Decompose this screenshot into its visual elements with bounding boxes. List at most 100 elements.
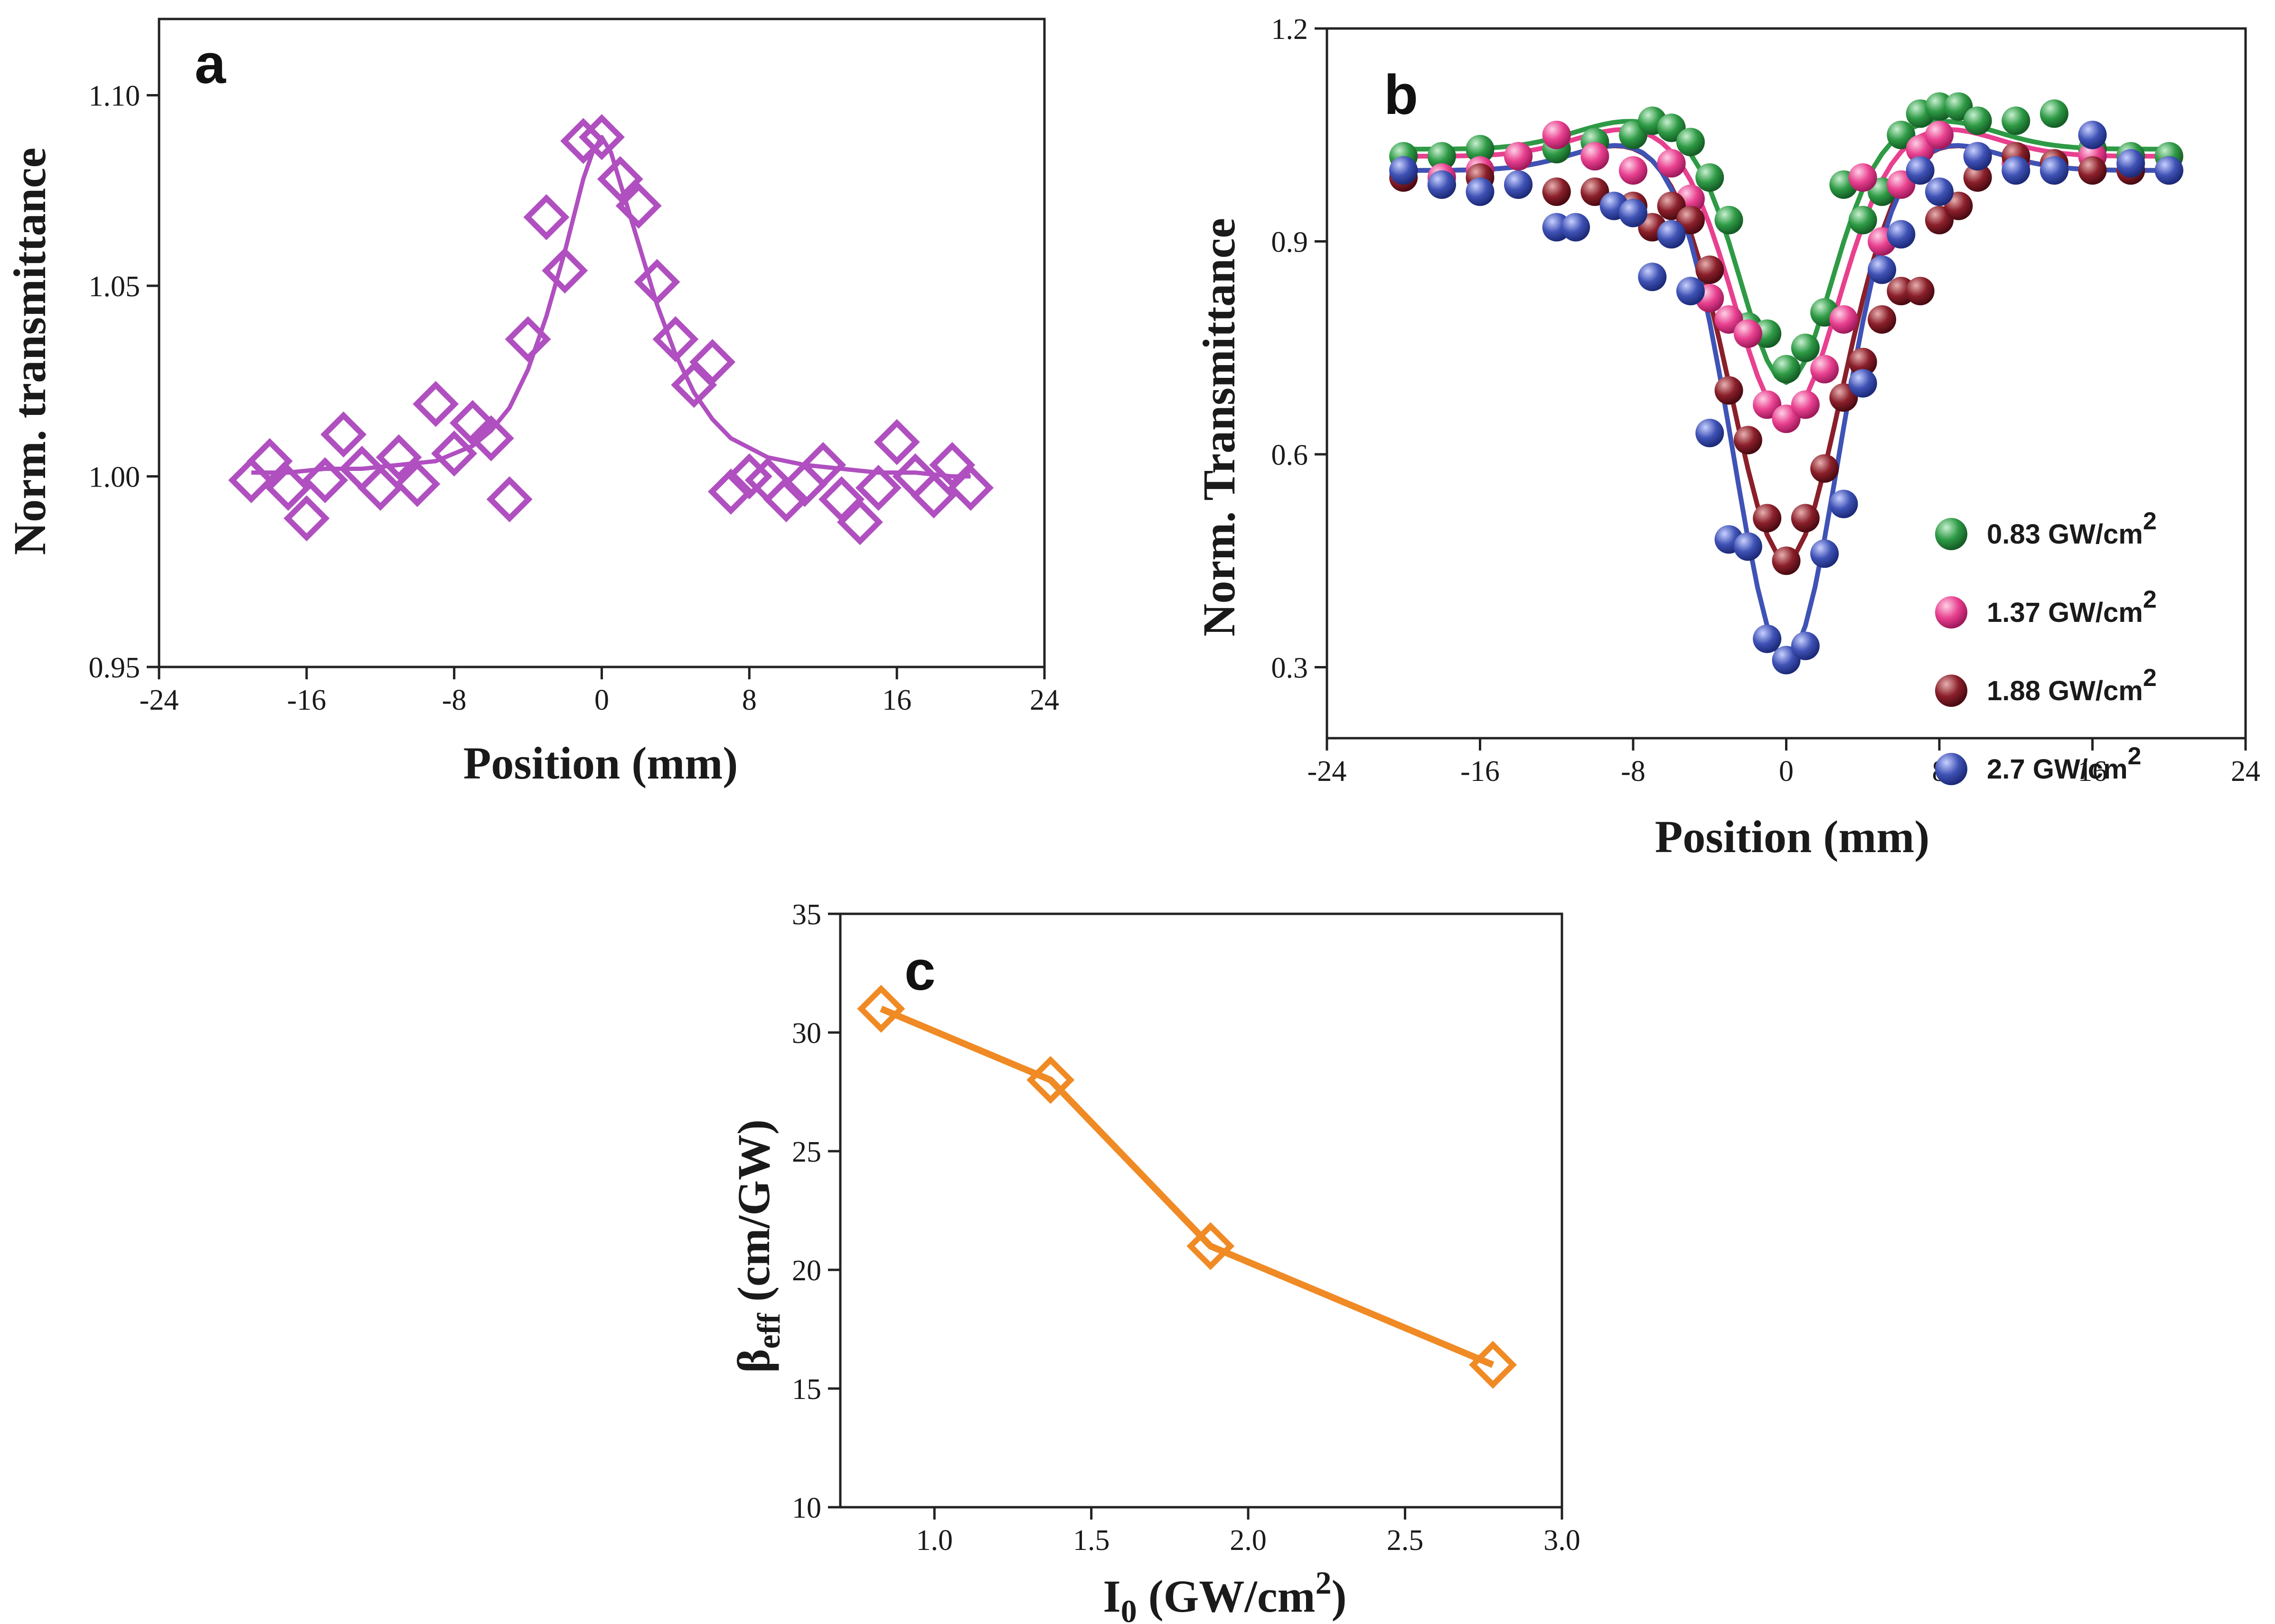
panel-a-data-point: [413, 381, 459, 427]
panel-b-data-point-series-2: [1542, 121, 1571, 150]
panel-a-data-point: [874, 419, 920, 465]
panel-a-x-axis-title: Position (mm): [463, 738, 738, 789]
panel-b-data-point-series-4: [2002, 156, 2031, 185]
panel-c-plot-frame: [839, 912, 1563, 1509]
panel-b-legend-marker-4: [1935, 753, 1967, 785]
panel-b-data-point-series-3: [2078, 156, 2107, 185]
panel-a-data-point: [855, 465, 902, 511]
panel-a-fit-curve: [251, 135, 971, 479]
panel-b-legend-marker-1: [1935, 518, 1967, 550]
panel-b-data-point-series-3: [1791, 504, 1820, 533]
panel-b-x-tick-label: -16: [1460, 755, 1500, 788]
panel-b-data-point-series-4: [1925, 177, 1954, 206]
panel-c-x-tick-label: 1.0: [916, 1524, 953, 1557]
panel-c-x-axis-title: I0 (GW/cm2): [1103, 1565, 1346, 1624]
panel-a-data-point: [228, 457, 274, 504]
panel-c-y-tick-label: 15: [792, 1373, 821, 1406]
panel-b-data-point-series-3: [1848, 347, 1877, 376]
panel-c-data-point: [1186, 1222, 1235, 1270]
panel-b-y-tick-label: 0.9: [1271, 226, 1308, 259]
panel-b-data-point-series-4: [1676, 277, 1705, 306]
panel-c-xlabel-end: ): [1332, 1571, 1347, 1622]
panel-c-xlabel-sup: 2: [1316, 1565, 1332, 1601]
panel-b-data-point-series-4: [1848, 369, 1877, 398]
panel-b-data-point-series-4: [2078, 121, 2107, 150]
panel-c-data-points: [857, 985, 1517, 1389]
panel-b-data-point-series-2: [1619, 156, 1647, 185]
panel-b-data-point-series-1: [1676, 128, 1705, 157]
panel-b-data-point-series-3: [1733, 426, 1762, 455]
panel-a-data-point: [818, 476, 865, 523]
panel-c-y-tick-label: 35: [792, 899, 821, 931]
panel-a-data-point: [892, 453, 939, 500]
panel-a-data-point: [837, 499, 883, 545]
panel-c-x-tick-label: 3.0: [1543, 1524, 1580, 1557]
panel-c-x-tick-label: 1.5: [1073, 1524, 1110, 1557]
panel-a-data-point: [948, 465, 994, 511]
panel-b-data-point-series-2: [1657, 149, 1686, 178]
panel-a-data-point: [671, 362, 717, 408]
panel-b-data-point-series-2: [1580, 142, 1609, 171]
panel-b-data-point-series-2: [1791, 390, 1820, 419]
panel-b-data-point-series-4: [1829, 489, 1858, 518]
panel-b-legend-label-4: 2.7 GW/cm: [1987, 754, 2128, 785]
panel-b-data-point-series-4: [1466, 177, 1495, 206]
panel-c-data-point: [1026, 1056, 1075, 1104]
panel-a-data-point: [486, 476, 533, 523]
panel-b-data-point-series-1: [1427, 142, 1456, 171]
panel-b-data-point-series-1: [1963, 106, 1992, 135]
panel-b-data-point-series-4: [1810, 539, 1839, 568]
panel-a-x-tick-label: 24: [1030, 684, 1059, 716]
panel-c-ylabel-rest: (cm/GW): [728, 1119, 779, 1313]
panel-c-ylabel-main: β: [728, 1349, 779, 1373]
panel-a-label: a: [195, 33, 226, 95]
panel-b-data-point-series-4: [2154, 156, 2183, 185]
panel-b-data-point-series-4: [1791, 631, 1820, 660]
panel-c-y-tick-label: 10: [792, 1492, 821, 1524]
panel-c-axes: 1.0 1.5 2.0 2.5 3.0 10 15 20 25 30 35: [792, 899, 1580, 1557]
panel-a-data-point: [523, 194, 570, 241]
panel-c-data-point: [1469, 1341, 1517, 1389]
panel-a-data-point: [505, 316, 551, 362]
panel-a-data-point: [431, 430, 478, 477]
panel-a-x-tick-label: 8: [742, 684, 757, 716]
panel-b-data-point-series-1: [1772, 355, 1801, 384]
panel-b-data-point-series-4: [1619, 198, 1647, 227]
panel-b-data-point-series-1: [2002, 106, 2031, 135]
panel-b-data-point-series-2: [1504, 142, 1533, 171]
panel-b-fit-lines: [1403, 119, 2169, 662]
panel-a-data-point: [357, 465, 404, 511]
panel-b-legend-marker-3: [1935, 675, 1967, 707]
panel-b-data-point-series-1: [1695, 163, 1724, 192]
panel-c-xlabel-main: I: [1103, 1571, 1120, 1622]
panel-a-data-point: [246, 438, 293, 484]
panel-c-data-point: [857, 985, 905, 1033]
panel-b-data-point-series-2: [1733, 319, 1762, 348]
panel-b-data-point-series-3: [1906, 277, 1935, 306]
panel-b-x-tick-label: -24: [1307, 755, 1347, 788]
panel-a-data-point: [560, 118, 607, 164]
panel-b-legend-marker-2: [1935, 596, 1967, 629]
panel-a-data-point: [597, 156, 643, 202]
panel-b-data-point-series-3: [1714, 376, 1743, 405]
panel-a-data-point: [634, 259, 680, 305]
panel-a-fit-line: [251, 135, 971, 479]
panel-a-data-point: [283, 495, 330, 542]
panel-b-data-point-series-4: [1504, 170, 1533, 199]
panel-a-data-point: [911, 472, 957, 519]
panel-b-data-point-series-3: [1542, 177, 1571, 206]
panel-b-y-axis-title: Norm. Transmittance: [1194, 218, 1244, 637]
panel-c-x-tick-label: 2.0: [1230, 1524, 1267, 1557]
panel-a-data-point: [302, 457, 348, 504]
panel-a-y-tick-label: 0.95: [89, 652, 141, 684]
panel-a: -24 -16 -8 0 8 16 24 0.95 1.00 1.05 1.10 a Positio…: [4, 18, 1059, 789]
panel-b-legend-superscript-1: 2: [2143, 507, 2157, 535]
panel-a-data-point: [468, 415, 514, 461]
panel-b-data-point-series-4: [2116, 149, 2145, 178]
panel-b-data-point-series-4: [1695, 419, 1724, 448]
panel-c-x-tick-label: 2.5: [1387, 1524, 1424, 1557]
panel-a-data-point: [579, 114, 625, 160]
